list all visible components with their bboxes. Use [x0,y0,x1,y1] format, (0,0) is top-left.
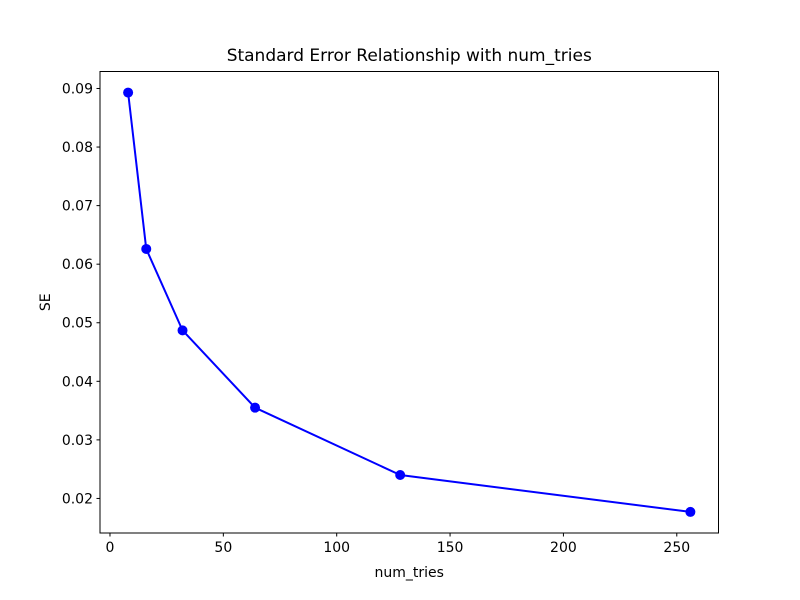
data-point-marker [123,87,134,98]
y-tick-label: 0.02 [62,491,93,507]
data-point-marker [395,470,406,481]
x-tick-label: 0 [106,540,115,556]
data-point-marker [177,325,188,336]
x-tick-label: 100 [323,540,350,556]
x-tick-label: 200 [550,540,577,556]
x-tick-label: 50 [214,540,232,556]
y-tick-label: 0.04 [62,374,93,390]
axes-frame [99,71,719,534]
series-line [127,91,692,513]
data-point-marker [141,243,152,254]
chart-title: Standard Error Relationship with num_tri… [227,46,592,66]
data-point-marker [685,506,696,517]
data-point-marker [250,402,261,413]
x-axis-label: num_tries [375,565,444,581]
x-tick-label: 250 [663,540,690,556]
y-tick-label: 0.05 [62,316,93,332]
x-tick-label: 150 [437,540,464,556]
y-tick-label: 0.07 [62,199,93,215]
y-tick-label: 0.08 [62,140,93,156]
y-tick-label: 0.03 [62,433,93,449]
y-tick-label: 0.06 [62,257,93,273]
y-tick-label: 0.09 [62,81,93,97]
y-axis-label: SE [38,293,54,311]
